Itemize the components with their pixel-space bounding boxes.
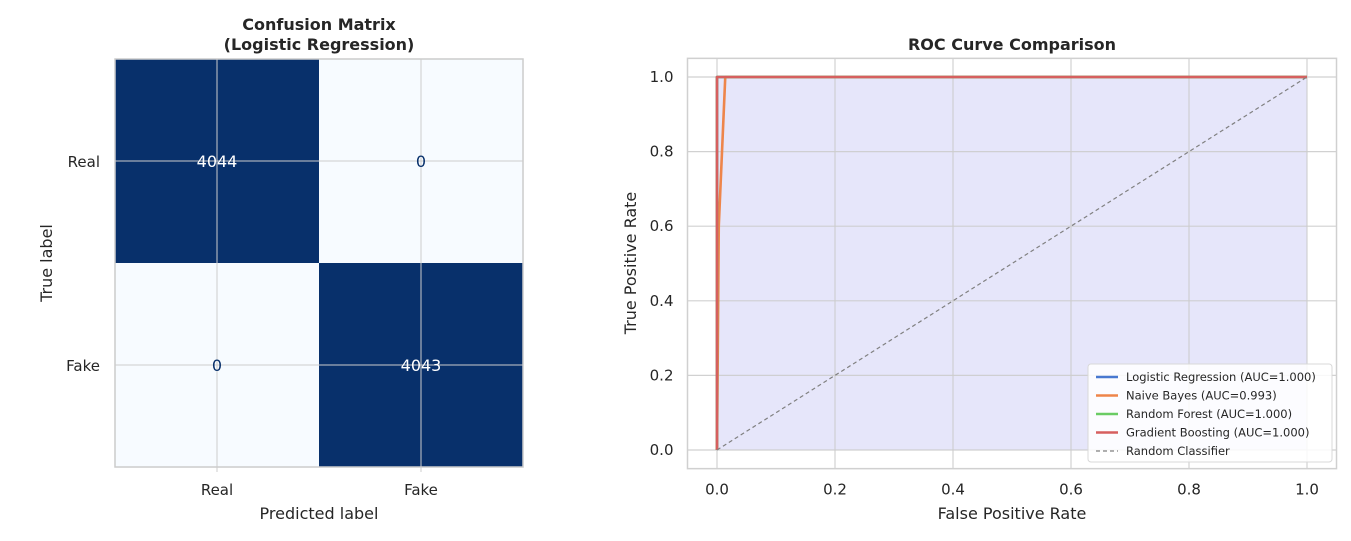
cm-ytick-label: Fake [66, 357, 100, 375]
roc-legend [1087, 363, 1333, 463]
roc-xtick-label: 1.0 [1295, 481, 1319, 499]
roc-xlabel: False Positive Rate [938, 504, 1087, 523]
roc-legend-label: Random Classifier [1126, 444, 1230, 458]
roc-legend-label: Logistic Regression (AUC=1.000) [1126, 370, 1316, 384]
roc-legend-label: Random Forest (AUC=1.000) [1126, 407, 1292, 421]
cm-ytick-label: Real [68, 153, 100, 171]
roc-ylabel: True Positive Rate [621, 192, 640, 336]
roc-series-line-4 [716, 76, 1308, 451]
confusion-matrix-chart: Confusion Matrix (Logistic Regression) P… [37, 15, 524, 523]
roc-ytick-label: 0.8 [650, 143, 674, 161]
roc-chart: ROC Curve Comparison False Positive Rate… [621, 35, 1338, 523]
cm-value-label: 4043 [401, 356, 442, 375]
cm-frame [114, 58, 524, 468]
roc-legend-label: Naive Bayes (AUC=0.993) [1126, 389, 1277, 403]
roc-xtick-label: 0.6 [1059, 481, 1083, 499]
cm-xtick-label: Fake [404, 481, 438, 499]
cm-value-label: 4044 [197, 152, 238, 171]
roc-xtick-label: 0.8 [1177, 481, 1201, 499]
roc-title: ROC Curve Comparison [908, 35, 1116, 54]
roc-series-line-3 [715, 75, 1307, 450]
roc-ytick-label: 0.4 [650, 292, 674, 310]
roc-ytick-label: 0.6 [650, 217, 674, 235]
cm-xtick-label: Real [201, 481, 233, 499]
roc-ytick-label: 0.0 [650, 441, 674, 459]
roc-ytick-label: 1.0 [650, 68, 674, 86]
roc-frame [686, 57, 1338, 470]
roc-xtick-label: 0.2 [823, 481, 847, 499]
roc-xtick-label: 0.4 [941, 481, 965, 499]
cm-title-line1: Confusion Matrix [242, 15, 396, 34]
cm-title-line2: (Logistic Regression) [224, 35, 415, 54]
roc-legend-label: Gradient Boosting (AUC=1.000) [1126, 426, 1309, 440]
cm-value-label: 0 [212, 356, 222, 375]
roc-ytick-label: 0.2 [650, 366, 674, 384]
roc-xtick-label: 0.0 [705, 481, 729, 499]
cm-xlabel: Predicted label [260, 504, 379, 523]
cm-ylabel: True label [37, 224, 56, 303]
cm-value-label: 0 [416, 152, 426, 171]
